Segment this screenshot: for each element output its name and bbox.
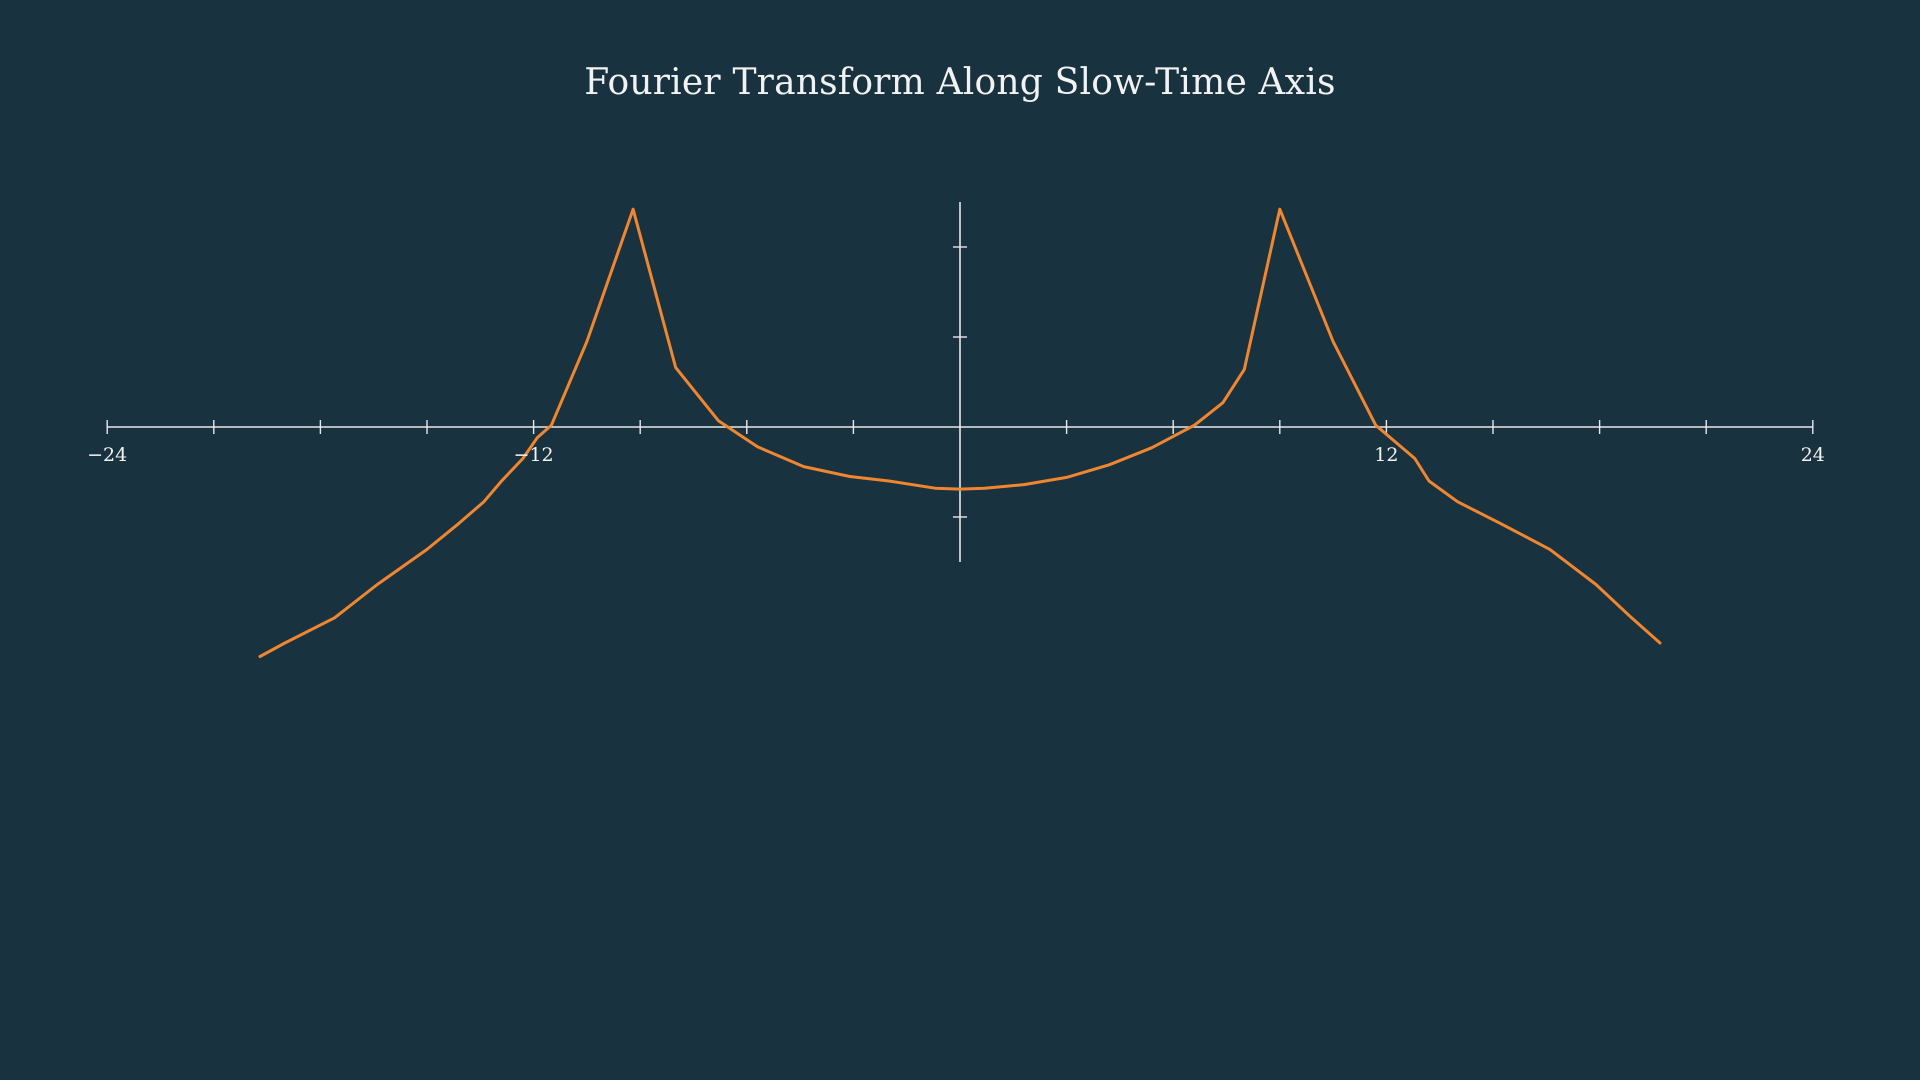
tick-labels: −24 −12 12 24	[87, 444, 1825, 466]
x-tick-label: 12	[1374, 444, 1398, 466]
series-line	[258, 207, 1662, 658]
x-tick-label: −24	[87, 444, 127, 466]
x-tick-label: 24	[1801, 444, 1825, 466]
axes	[106, 202, 1814, 562]
series-group	[258, 207, 1662, 658]
chart-title: Fourier Transform Along Slow-Time Axis	[584, 62, 1336, 103]
x-tick-label: −12	[514, 444, 554, 466]
